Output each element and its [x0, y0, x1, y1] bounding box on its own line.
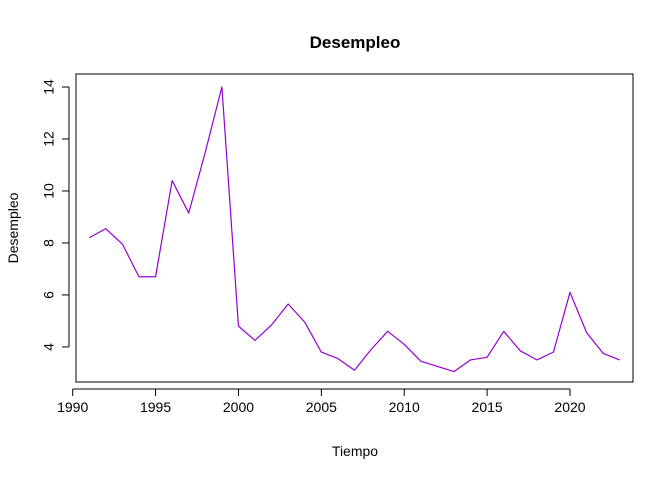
x-tick-label: 1995	[140, 399, 171, 415]
series-line	[88, 86, 620, 373]
y-tick-label: 4	[41, 343, 57, 351]
x-tick-label: 2005	[306, 399, 337, 415]
x-tick-label: 2015	[472, 399, 503, 415]
y-tick-label: 10	[41, 183, 57, 199]
series-layer	[88, 86, 620, 373]
y-tick-label: 8	[41, 239, 57, 247]
x-axis: 1990 1995 2000 2005 2010 2015 2020	[57, 388, 586, 415]
y-tick-label: 12	[41, 131, 57, 147]
y-axis: 4 6 8 10 12 14	[41, 79, 70, 351]
x-axis-label: Tiempo	[332, 443, 378, 459]
chart-title: Desempleo	[310, 33, 401, 52]
x-tick-label: 2010	[389, 399, 420, 415]
plot-area-frame	[75, 73, 634, 383]
x-tick-label: 2020	[554, 399, 585, 415]
x-tick-label: 2000	[223, 399, 254, 415]
y-tick-label: 6	[41, 291, 57, 299]
y-axis-label: Desempleo	[5, 192, 21, 263]
y-tick-label: 14	[41, 79, 57, 95]
x-tick-label: 1990	[57, 399, 88, 415]
